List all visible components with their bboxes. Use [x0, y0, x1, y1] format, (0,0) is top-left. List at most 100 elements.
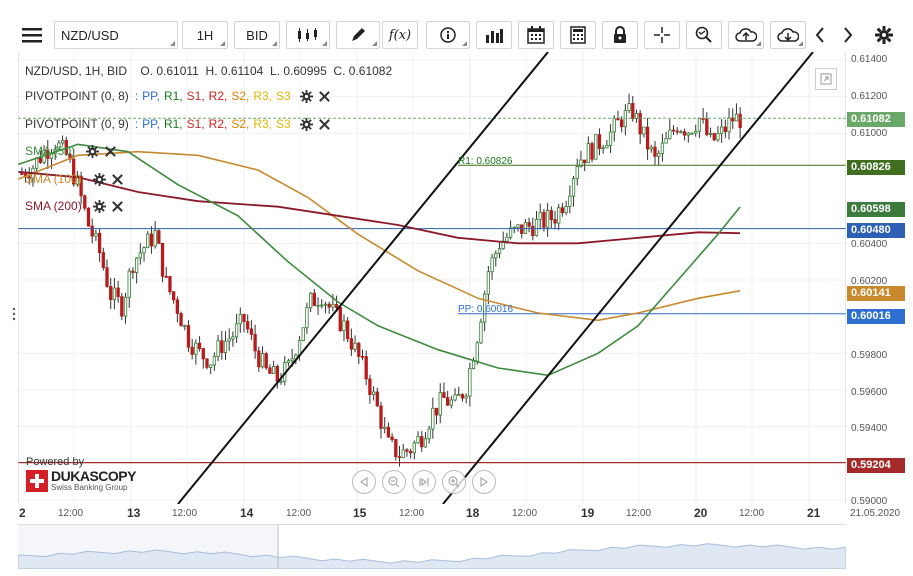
candle-body — [75, 175, 80, 185]
gear-icon[interactable] — [86, 144, 100, 158]
scroll-right-button[interactable] — [836, 21, 860, 49]
sma100-badge: 0.60141 — [847, 286, 905, 301]
time-tick: 15 — [353, 506, 367, 520]
zoom-in-button[interactable] — [442, 470, 466, 494]
gear-icon[interactable] — [92, 172, 106, 186]
price-tick: 0.61200 — [851, 91, 888, 102]
candle-body — [146, 233, 150, 249]
candle-body — [731, 117, 735, 122]
menu-button[interactable] — [14, 21, 50, 49]
candle-body — [490, 257, 494, 273]
candle-body — [575, 166, 579, 179]
level-r3: R3, — [253, 89, 273, 103]
gear-icon[interactable] — [92, 199, 106, 213]
trend-line-lower — [442, 52, 814, 504]
level-r2: R2, — [208, 89, 228, 103]
candle-body — [101, 252, 105, 269]
candle-body — [408, 450, 413, 454]
gear-icon[interactable] — [299, 117, 313, 131]
candle-body — [560, 207, 565, 213]
lock-icon — [614, 26, 626, 43]
price-tick: 0.59000 — [851, 496, 888, 507]
indicator-sep: : — [134, 117, 139, 131]
zoom-button[interactable] — [686, 21, 722, 49]
chart-type-button[interactable] — [286, 21, 330, 49]
candle-body — [453, 394, 457, 401]
time-tick: 21 — [807, 506, 821, 520]
navigator[interactable] — [18, 524, 846, 569]
volume-button[interactable] — [476, 21, 512, 49]
indicator-name: PIVOTPOINT (0, 8) — [25, 89, 129, 103]
settings-button[interactable] — [870, 21, 898, 49]
fullscreen-button[interactable] — [815, 68, 837, 90]
draw-button[interactable] — [336, 21, 380, 49]
timeframe-selector[interactable]: 1H — [182, 21, 228, 49]
level-s1: S1, — [186, 89, 205, 103]
hamburger-icon — [22, 28, 42, 43]
candle-body — [690, 132, 694, 135]
indicator-name: SMA (50) — [25, 144, 76, 158]
price-type-selector[interactable]: BID — [234, 21, 280, 49]
crosshair-icon — [654, 27, 670, 43]
candle-body — [405, 449, 409, 452]
trend-channel[interactable] — [177, 52, 814, 504]
pan-right-button[interactable] — [472, 470, 496, 494]
r1-badge: 0.60826 — [847, 160, 905, 175]
toolbar: NZD/USD 1H BID f(x) — [0, 0, 913, 52]
function-button[interactable]: f(x) — [382, 21, 418, 49]
candle-body — [242, 314, 246, 323]
symbol-selector[interactable]: NZD/USD — [54, 21, 178, 49]
candle-body — [268, 367, 272, 374]
indicator-pivot-2: PIVOTPOINT (0, 9) : PP, R1, S1, R2, S2, … — [25, 117, 331, 131]
scroll-left-button[interactable] — [808, 21, 832, 49]
price-tick: 0.59800 — [851, 350, 888, 361]
candle-body — [671, 129, 676, 132]
pivot-levels — [18, 117, 846, 464]
candle-body — [486, 271, 491, 295]
upload-button[interactable] — [728, 21, 764, 49]
price-axis[interactable]: 0.61400 0.61200 0.61000 0.60400 0.60200 … — [846, 52, 913, 507]
triangle-right-icon — [480, 477, 488, 487]
candle-body — [290, 358, 294, 362]
lock-button[interactable] — [602, 21, 638, 49]
candle-body — [131, 270, 135, 273]
candle-body — [127, 270, 131, 298]
indicator-name: PIVOTPOINT (0, 9) — [25, 117, 129, 131]
candles — [20, 93, 742, 467]
triangle-left-icon — [360, 477, 368, 487]
candle-body — [157, 230, 161, 244]
candle-body — [423, 438, 428, 448]
side-handle[interactable] — [12, 306, 16, 322]
bar-chart-icon — [486, 29, 503, 43]
close-icon[interactable] — [318, 90, 331, 103]
candle-body — [734, 113, 739, 122]
candle-body — [97, 232, 102, 253]
time-axis[interactable]: 2 12:00 13 12:00 14 12:00 15 12:00 18 12… — [0, 504, 913, 524]
pan-left-button[interactable] — [352, 470, 376, 494]
gear-icon[interactable] — [299, 89, 313, 103]
info-button[interactable] — [426, 21, 470, 49]
indicator-name: SMA (200) — [25, 199, 82, 213]
candle-body — [712, 133, 716, 141]
close-icon[interactable] — [111, 200, 124, 213]
crosshair-button[interactable] — [644, 21, 680, 49]
template-button[interactable] — [560, 21, 596, 49]
price-chart[interactable] — [18, 52, 846, 504]
reset-zoom-button[interactable] — [412, 470, 436, 494]
branding: Powered by DUKASCOPY Swiss Banking Group — [26, 456, 136, 493]
brand-name: DUKASCOPY — [51, 468, 136, 484]
close-icon[interactable] — [318, 118, 331, 131]
close-icon[interactable] — [104, 145, 117, 158]
close-icon[interactable] — [111, 173, 124, 186]
candle-body — [705, 118, 709, 135]
level-r1: R1, — [163, 89, 183, 103]
candle-body — [83, 195, 87, 209]
indicator-sma100: SMA (100) — [25, 172, 124, 186]
candle-body — [390, 436, 394, 440]
download-button[interactable] — [770, 21, 806, 49]
time-tick: 12:00 — [58, 508, 84, 519]
candle-body — [579, 159, 583, 167]
calendar-button[interactable] — [518, 21, 554, 49]
candle-body — [72, 158, 76, 185]
zoom-out-button[interactable] — [382, 470, 406, 494]
